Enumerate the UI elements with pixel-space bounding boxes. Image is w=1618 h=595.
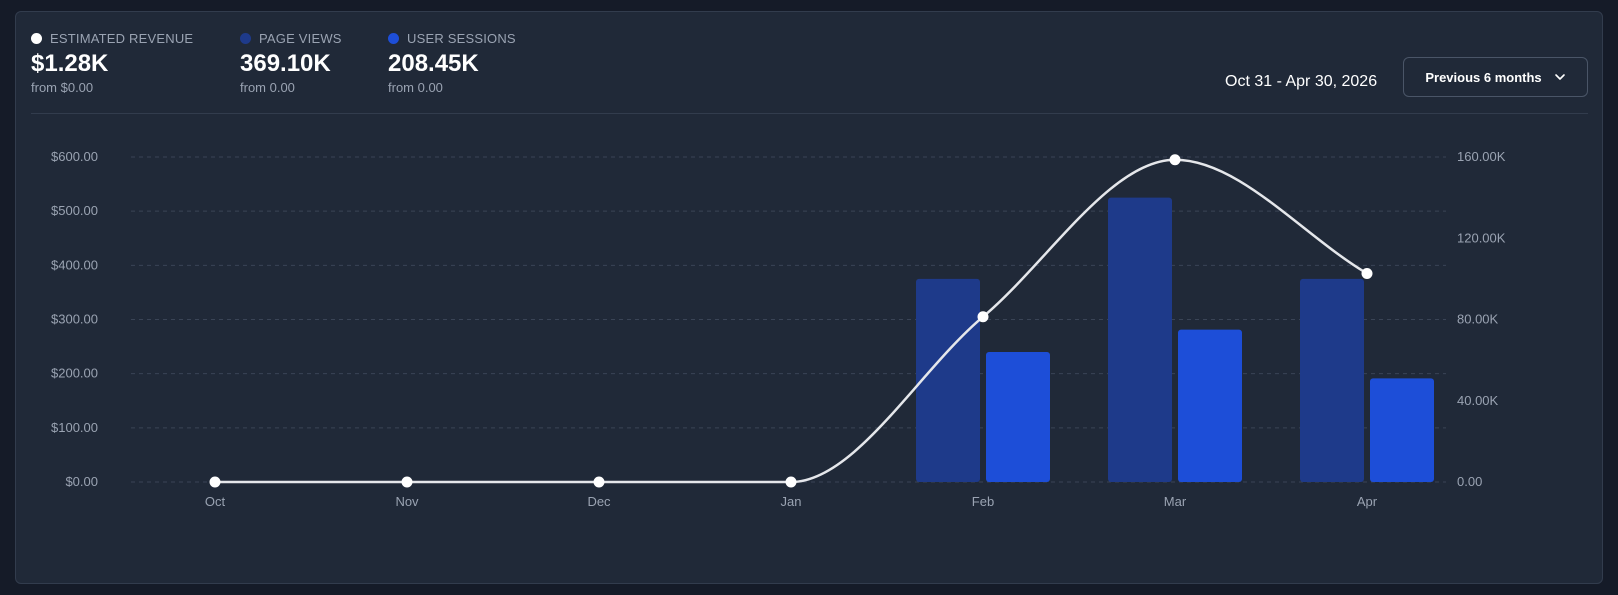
metric-value: $1.28K (31, 50, 109, 77)
user-sessions-bar (986, 352, 1050, 482)
page-views-bar (1300, 278, 1364, 482)
revenue-legend-dot (31, 32, 42, 44)
left-axis-tick-label: $0.00 (65, 474, 98, 489)
left-axis-tick-label: $100.00 (51, 420, 98, 435)
page-views-bar (1108, 197, 1172, 482)
left-axis-tick-label: $400.00 (51, 257, 98, 272)
combo-chart: $0.00 $100.00 $200.00 $300.00 $400.00 $500.00… (51, 149, 1506, 509)
x-axis-tick-label: Mar (1164, 494, 1187, 509)
left-axis-tick-label: $500.00 (51, 203, 98, 218)
metric-sub: from 0.00 (240, 80, 295, 95)
revenue-point (593, 476, 605, 488)
chevron-down-icon (1554, 73, 1566, 81)
right-axis-tick-label: 160.00K (1457, 149, 1506, 164)
range-select-button[interactable]: Previous 6 months (1403, 57, 1588, 97)
metric-sub: from 0.00 (388, 80, 443, 95)
revenue-point (401, 476, 413, 488)
metric-estimated-revenue: ESTIMATED REVENUE $1.28K from $0.00 (31, 30, 193, 95)
header-divider (31, 113, 1588, 114)
x-axis-tick-label: Dec (587, 494, 611, 509)
x-axis-tick-label: Feb (972, 494, 994, 509)
left-axis-tick-label: $600.00 (51, 149, 98, 164)
metric-value: 369.10K (240, 50, 331, 77)
page-views-bar (916, 278, 980, 482)
revenue-point (209, 476, 221, 488)
x-axis-tick-label: Oct (205, 494, 226, 509)
right-axis-tick-label: 80.00K (1457, 312, 1499, 327)
analytics-card: ESTIMATED REVENUE $1.28K from $0.00 PAGE… (15, 11, 1603, 584)
right-axis-tick-label: 120.00K (1457, 230, 1506, 245)
revenue-point (785, 476, 797, 488)
revenue-point (1361, 267, 1373, 279)
metric-label: USER SESSIONS (407, 30, 516, 46)
page-views-legend-dot (240, 32, 251, 44)
user-sessions-legend-dot (388, 32, 399, 44)
left-axis-tick-label: $200.00 (51, 366, 98, 381)
user-sessions-bar (1370, 378, 1434, 482)
x-axis-tick-label: Apr (1357, 494, 1378, 509)
metric-label: ESTIMATED REVENUE (50, 30, 194, 46)
x-axis-tick-label: Nov (395, 494, 419, 509)
user-sessions-bar (1178, 329, 1242, 482)
metric-sub: from $0.00 (31, 80, 94, 95)
revenue-point (1169, 154, 1181, 166)
metric-user-sessions: USER SESSIONS 208.45K from 0.00 (388, 30, 516, 95)
range-select-label: Previous 6 months (1425, 69, 1542, 85)
x-axis-tick-label: Jan (781, 494, 802, 509)
metric-label: PAGE VIEWS (259, 30, 342, 46)
right-axis-tick-label: 40.00K (1457, 393, 1499, 408)
right-axis-tick-label: 0.00 (1457, 474, 1482, 489)
metric-page-views: PAGE VIEWS 369.10K from 0.00 (240, 30, 342, 95)
metric-value: 208.45K (388, 50, 479, 77)
date-range-text: Oct 31 - Apr 30, 2026 (1225, 73, 1378, 90)
left-axis-tick-label: $300.00 (51, 312, 98, 327)
revenue-point (977, 311, 989, 323)
